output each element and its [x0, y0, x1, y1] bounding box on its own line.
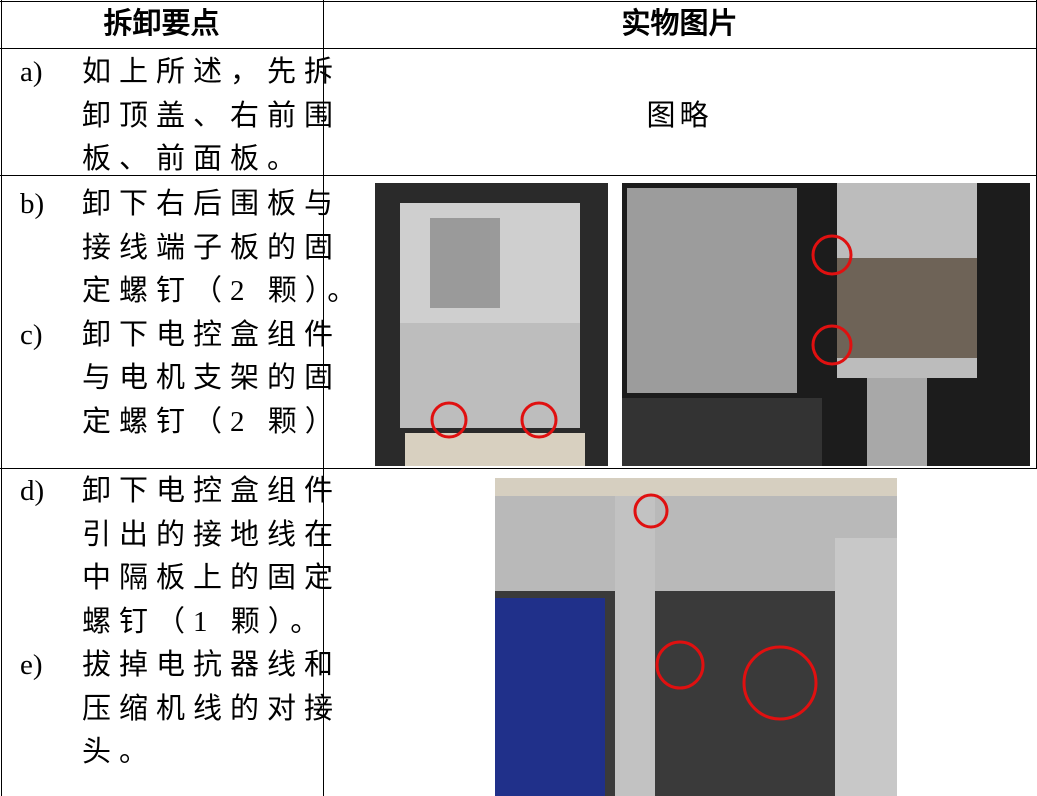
step-text: 卸顶盖、右前围 [82, 99, 342, 132]
step-text: 压缩机线的对接 [82, 692, 342, 725]
step-text: 螺钉（1 颗）。 [82, 605, 328, 638]
step-text: 卸下右后围板与 [82, 188, 342, 220]
header-cell: 拆卸要点 [103, 8, 220, 40]
photo [622, 183, 1030, 466]
step-text: 头。 [82, 736, 157, 768]
border [1, 0, 2, 796]
photo [375, 183, 608, 466]
step-label: b) [20, 188, 45, 220]
photo [495, 478, 897, 796]
step-text: 如上所述，先拆 [82, 56, 342, 88]
header-cell: 实物图片 [621, 8, 738, 40]
step-text: 接线端子板的固 [82, 231, 342, 264]
step-label: d) [20, 475, 45, 507]
step-text: 拔掉电抗器线和 [82, 649, 342, 681]
step-text: 中隔板上的固定 [82, 562, 342, 594]
step-text: 定螺钉（2 颗） [82, 405, 342, 438]
border [0, 1, 1037, 2]
step-text: 卸下电控盒组件 [82, 318, 342, 351]
step-text: 引出的接地线在 [82, 518, 342, 551]
border [0, 48, 1037, 49]
border [0, 468, 1037, 469]
border [0, 175, 1037, 176]
picture-note: 图略 [646, 100, 713, 132]
step-label: e) [20, 649, 43, 681]
border [323, 0, 324, 796]
step-label: a) [20, 56, 43, 88]
step-text: 板、前面板。 [82, 143, 305, 175]
step-text: 卸下电控盒组件 [82, 475, 342, 507]
step-label: c) [20, 318, 43, 351]
step-text: 与电机支架的固 [82, 362, 342, 394]
step-text: 定螺钉（2 颗）。 [82, 275, 365, 307]
